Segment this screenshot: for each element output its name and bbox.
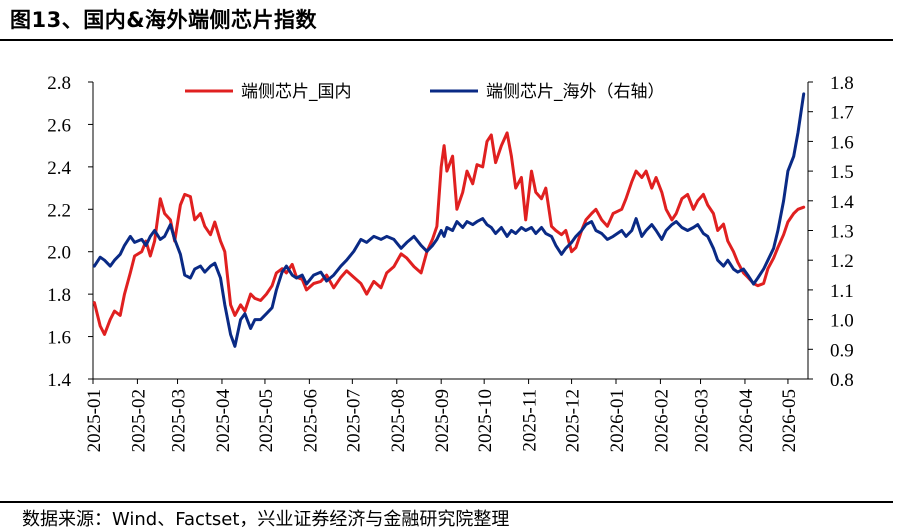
right-y-tick-label: 1.0	[830, 311, 854, 332]
x-tick-label: 2026-04	[736, 389, 757, 453]
chart-series	[92, 92, 806, 348]
x-tick-label: 2025-03	[169, 389, 190, 452]
left-y-tick-label: 2.4	[47, 158, 71, 179]
chart-legend: 端侧芯片_国内 端侧芯片_海外（右轴）	[185, 82, 665, 102]
legend-label-domestic: 端侧芯片_国内	[241, 82, 352, 102]
data-source-note: 数据来源：Wind、Factset，兴业证券经济与金融研究院整理	[22, 509, 510, 530]
figure-title: 图13、国内&海外端侧芯片指数	[10, 8, 318, 32]
right-y-tick-label: 1.8	[830, 73, 854, 94]
right-y-tick-label: 0.9	[830, 340, 854, 361]
x-tick-label: 2026-01	[607, 389, 628, 452]
x-tick-label: 2025-12	[563, 389, 584, 452]
left-y-tick-label: 1.6	[47, 328, 71, 349]
left-y-tick-label: 1.4	[47, 370, 71, 391]
x-tick-label: 2025-02	[128, 389, 149, 452]
left-y-tick-label: 2.2	[47, 200, 71, 221]
legend-label-overseas: 端侧芯片_海外（右轴）	[486, 82, 665, 102]
x-tick-label: 2025-08	[388, 389, 409, 452]
right-y-tick-label: 1.1	[830, 281, 854, 302]
right-y-tick-label: 1.6	[830, 132, 854, 153]
x-tick-label: 2025-05	[256, 389, 277, 452]
x-tick-label: 2025-11	[520, 389, 541, 452]
left-y-tick-label: 2.6	[47, 115, 71, 136]
top-rule	[0, 39, 893, 41]
right-y-tick-label: 1.3	[830, 222, 854, 243]
left-y-tick-label: 1.8	[47, 285, 71, 306]
right-y-tick-label: 1.2	[830, 251, 854, 272]
right-y-tick-label: 1.4	[830, 192, 854, 213]
series-line-domestic	[92, 131, 806, 336]
right-y-tick-label: 0.8	[830, 370, 854, 391]
x-tick-label: 2025-10	[475, 389, 496, 452]
x-tick-label: 2025-01	[84, 389, 105, 452]
chart-axes: 1.4 1.6 1.8 2.0 2.2 2.4 2.6 2.8 0.8 0.9 1.0 1.1 1.2 1…	[47, 73, 854, 452]
x-tick-label: 2025-04	[213, 389, 234, 453]
x-tick-label: 2026-02	[651, 389, 672, 452]
x-tick-label: 2026-03	[692, 389, 713, 452]
left-y-tick-label: 2.8	[47, 73, 71, 94]
right-y-tick-label: 1.5	[830, 162, 854, 183]
bottom-rule	[0, 501, 893, 503]
x-tick-label: 2025-06	[300, 389, 321, 452]
x-tick-label: 2025-07	[343, 389, 364, 452]
left-y-tick-label: 2.0	[47, 243, 71, 264]
x-tick-label: 2026-05	[779, 389, 800, 452]
series-line-overseas	[92, 92, 806, 348]
right-y-tick-label: 1.7	[830, 103, 854, 124]
line-chart: 1.4 1.6 1.8 2.0 2.2 2.4 2.6 2.8 0.8 0.9 1.0 1.1 1.2 1…	[47, 73, 854, 452]
x-tick-label: 2025-09	[432, 389, 453, 452]
